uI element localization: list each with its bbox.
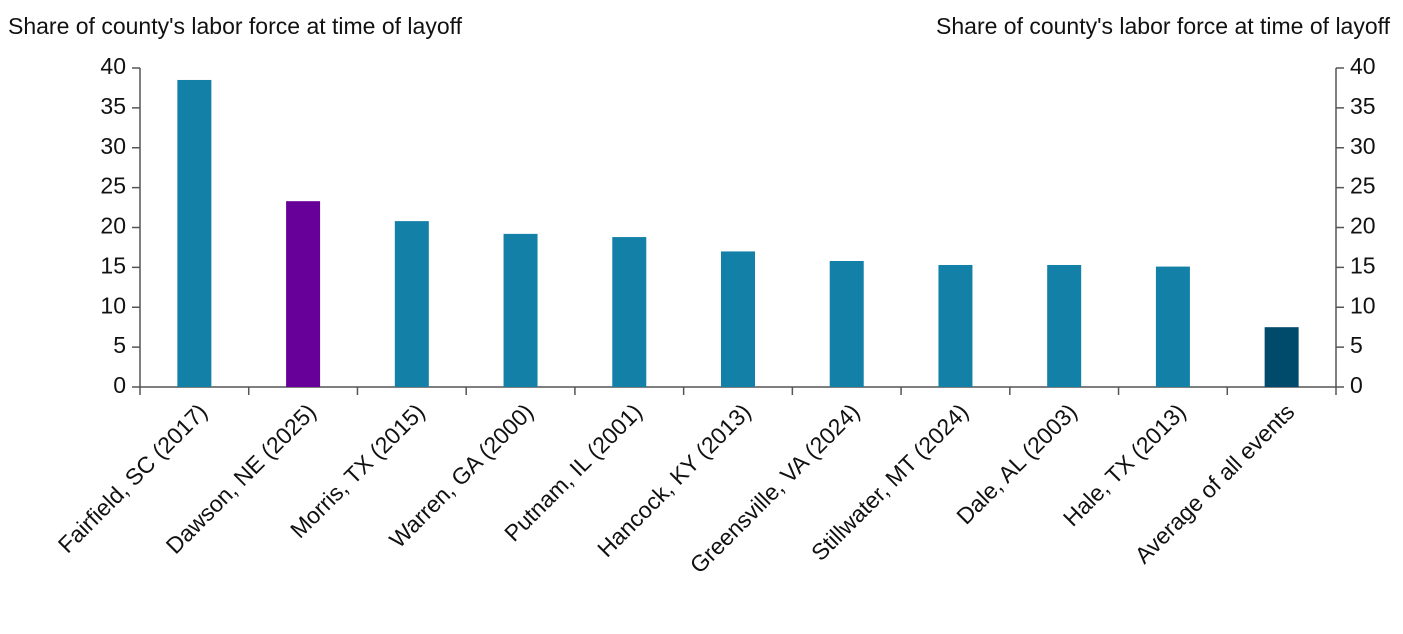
bar (721, 251, 755, 387)
y2-tick-label: 30 (1350, 133, 1376, 159)
y2-tick-label: 40 (1350, 53, 1376, 79)
bar (829, 260, 864, 387)
bar (1155, 266, 1190, 387)
y-tick-label: 40 (100, 53, 126, 79)
bar (612, 237, 647, 387)
y-tick-label: 20 (100, 213, 126, 239)
bar (1047, 264, 1082, 387)
y-tick-label: 0 (113, 372, 126, 398)
y-tick-label: 30 (100, 133, 126, 159)
y2-tick-label: 5 (1350, 332, 1363, 358)
y2-axis-title: Share of county's labor force at time of… (936, 13, 1391, 39)
y2-tick-label: 15 (1350, 252, 1376, 278)
y2-tick-label: 10 (1350, 292, 1376, 318)
y2-tick-label: 25 (1350, 173, 1376, 199)
y-tick-label: 15 (100, 252, 126, 278)
y2-tick-label: 35 (1350, 93, 1376, 119)
bar (503, 233, 538, 387)
bar (938, 264, 973, 387)
y-tick-label: 25 (100, 173, 126, 199)
y2-tick-label: 0 (1350, 372, 1363, 398)
bar (394, 221, 429, 387)
bar (286, 201, 321, 387)
y2-tick-label: 20 (1350, 213, 1376, 239)
bar (1264, 327, 1299, 387)
y-tick-label: 10 (100, 292, 126, 318)
y-tick-label: 35 (100, 93, 126, 119)
y-tick-label: 5 (113, 332, 126, 358)
y-axis-title: Share of county's labor force at time of… (8, 13, 463, 39)
bar (177, 79, 212, 388)
